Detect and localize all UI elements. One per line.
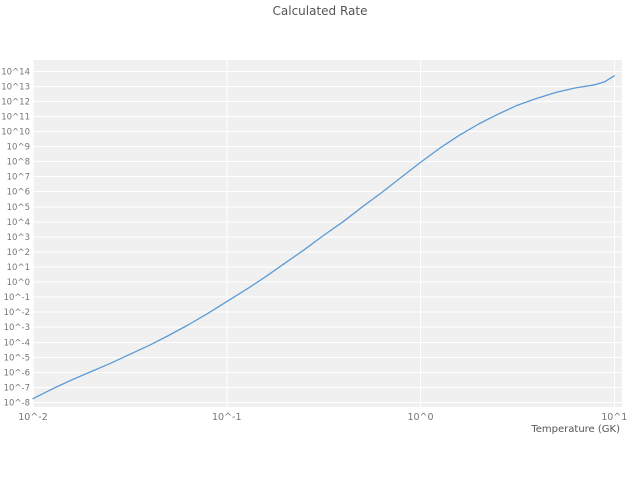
x-tick-label: 10^-1 (212, 412, 242, 423)
x-axis-label: Temperature (GK) (531, 424, 620, 435)
y-tick-label: 10^14 (1, 67, 30, 77)
y-tick-label: 10^-2 (4, 308, 30, 318)
y-tick-label: 10^9 (7, 143, 30, 153)
series-line-calculated-rate (32, 75, 615, 400)
y-tick-label: 10^4 (7, 218, 30, 228)
y-tick-label: 10^-6 (4, 368, 30, 378)
y-tick-label: 10^-1 (4, 293, 30, 303)
y-tick-label: 10^2 (7, 248, 30, 258)
y-tick-label: 10^11 (1, 112, 30, 122)
y-tick-label: 10^5 (7, 203, 30, 213)
x-tick-label: 10^0 (407, 412, 433, 423)
y-tick-label: 10^6 (7, 188, 30, 198)
plot-area (33, 60, 622, 407)
y-tick-label: 10^-3 (4, 323, 30, 333)
y-tick-label: 10^8 (7, 158, 30, 168)
x-tick-label: 10^-2 (18, 412, 48, 423)
y-tick-label: 10^3 (7, 233, 30, 243)
y-tick-label: 10^0 (7, 278, 30, 288)
y-tick-label: 10^13 (1, 82, 30, 92)
y-tick-label: 10^12 (1, 97, 30, 107)
y-tick-label: 10^1 (7, 263, 30, 273)
y-tick-label: 10^7 (7, 173, 30, 183)
chart-title: Calculated Rate (272, 4, 368, 18)
y-tick-label: 10^10 (1, 128, 30, 138)
y-tick-label: 10^-4 (4, 338, 30, 348)
y-tick-label: 10^-5 (4, 353, 30, 363)
y-tick-label: 10^-7 (4, 383, 30, 393)
x-tick-label: 10^1 (601, 412, 627, 423)
y-tick-label: 10^-8 (4, 398, 30, 408)
